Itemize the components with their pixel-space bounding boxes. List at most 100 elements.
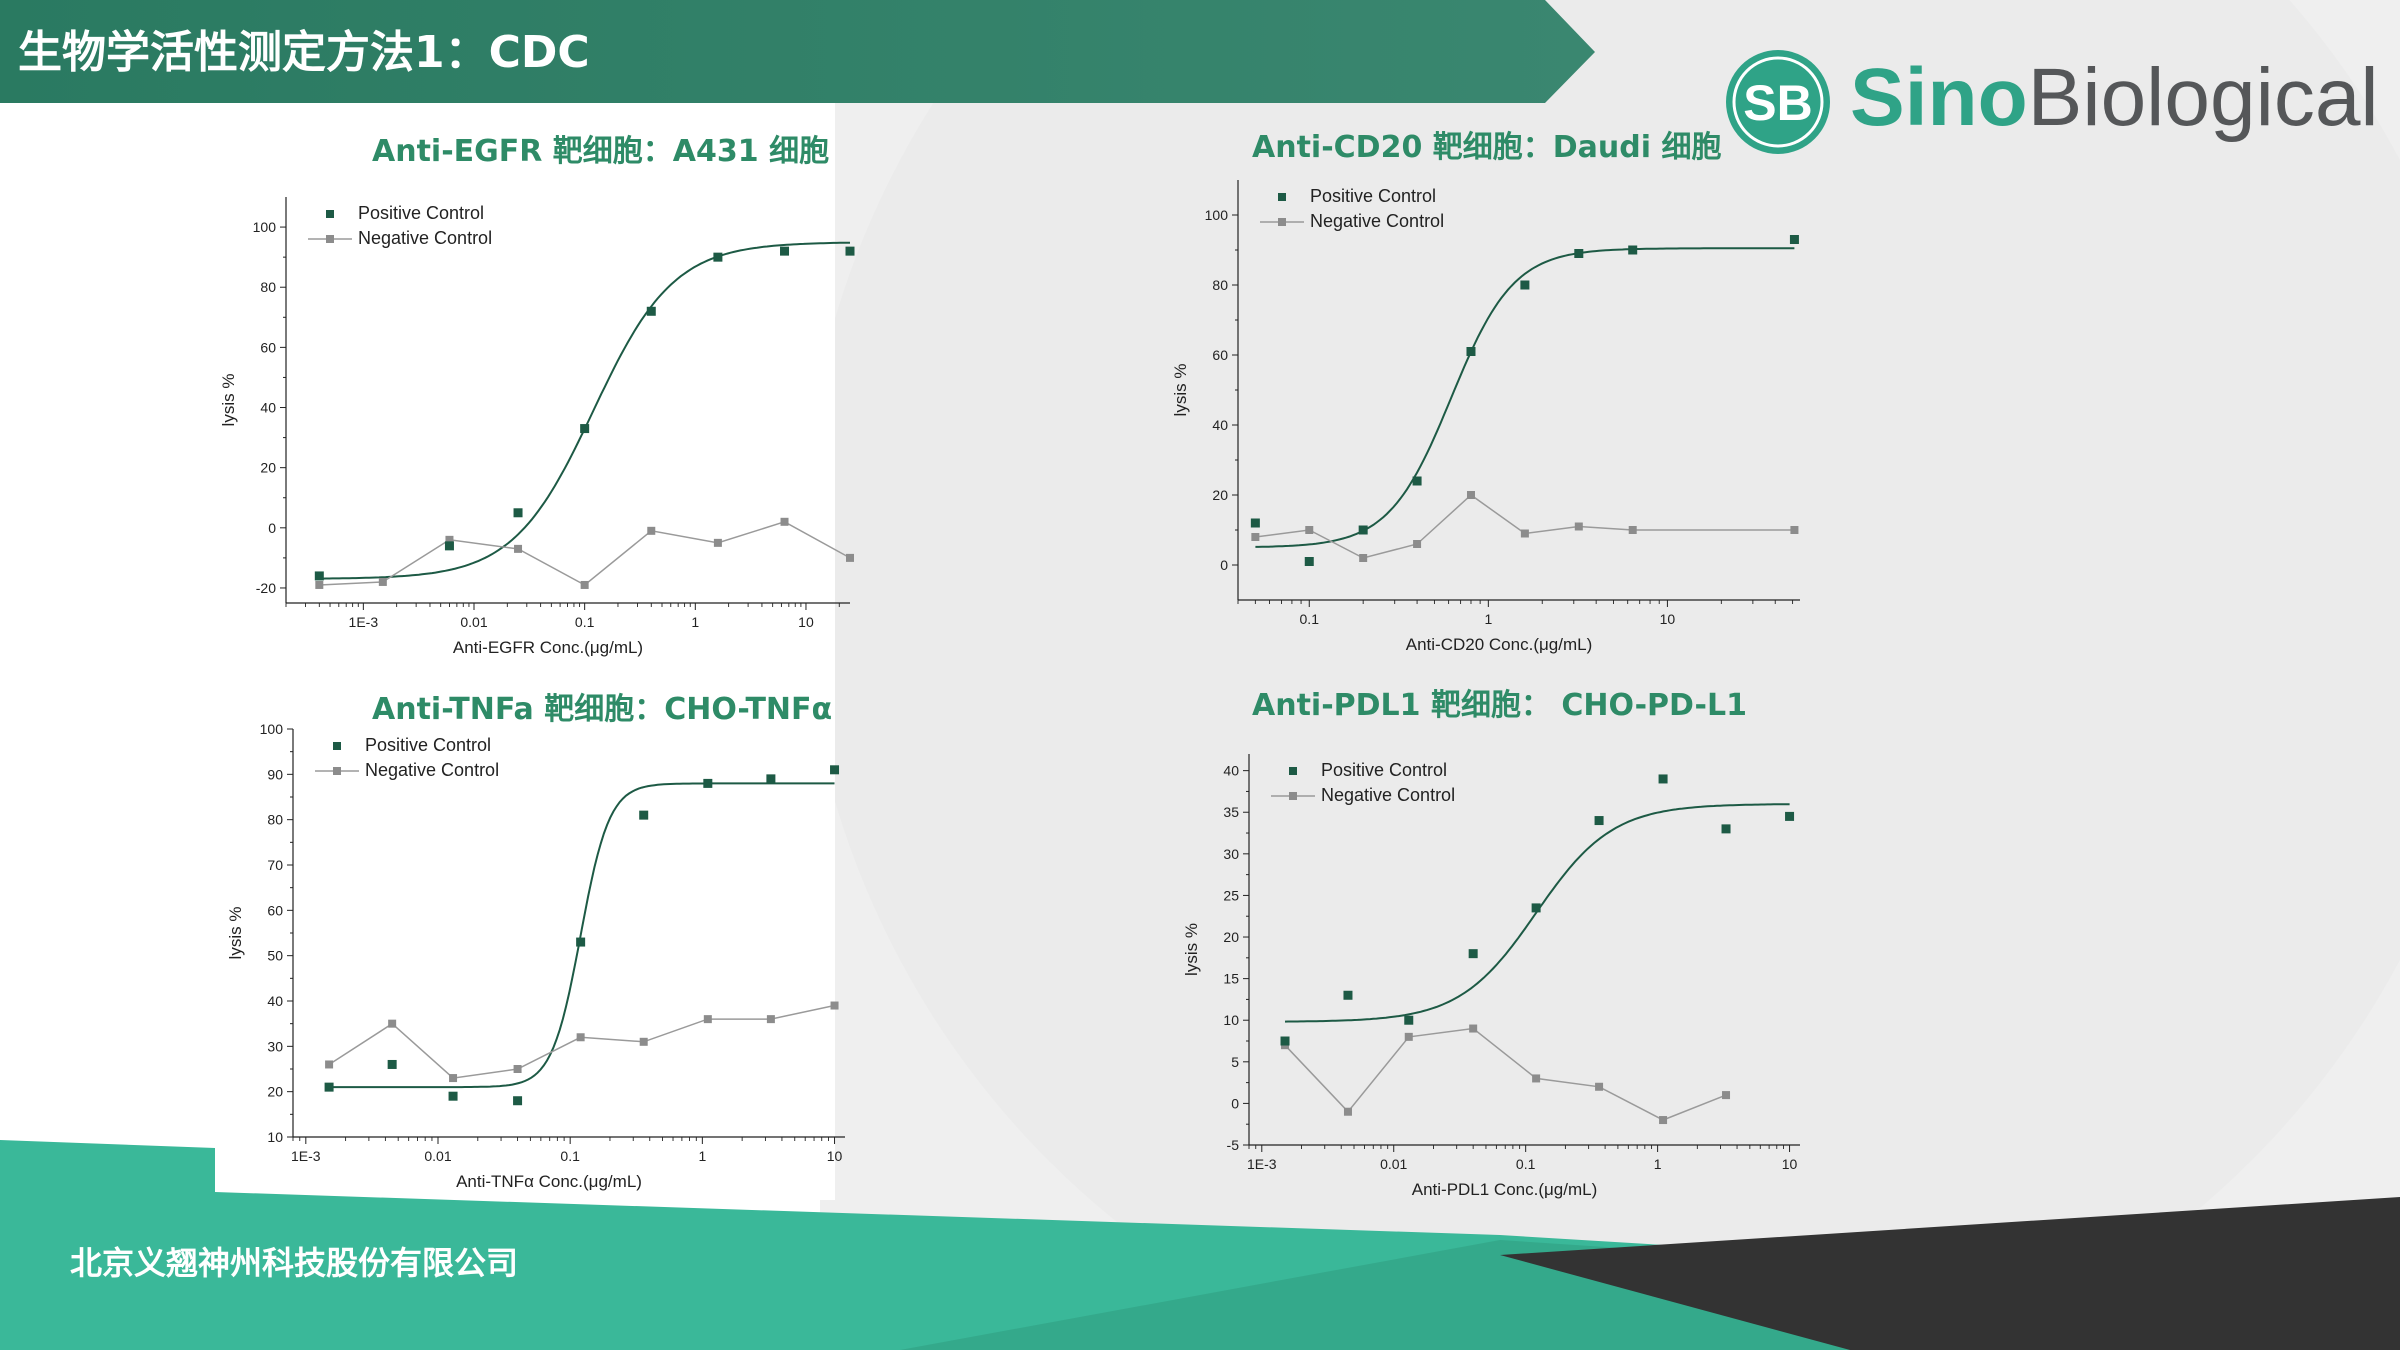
y-tick-label: 60 — [260, 339, 276, 355]
y-tick-label: 50 — [267, 948, 283, 964]
y-tick-label: 90 — [267, 766, 283, 782]
positive-fit-curve — [319, 241, 850, 580]
positive-control-point — [1531, 903, 1541, 913]
x-axis-label: Anti-EGFR Conc.(μg/mL) — [453, 638, 643, 657]
chart-tnfa: 10 20 30 40 50 60 70 80 90 100 1E-3 0.01 0.1 1 10 Anti-… — [226, 721, 845, 1191]
negative-control-point — [1722, 1091, 1731, 1100]
logo-badge-text: SB — [1743, 75, 1812, 131]
y-tick-label: 80 — [260, 279, 276, 295]
y-tick-label: 60 — [267, 902, 283, 918]
negative-control-line — [1255, 494, 1795, 559]
negative-control-point — [1595, 1082, 1604, 1091]
positive-control-point — [387, 1059, 397, 1069]
y-tick-label: 60 — [1212, 347, 1228, 363]
negative-control-point — [1251, 533, 1260, 541]
positive-control-point — [580, 424, 590, 434]
y-tick-label: 0 — [1231, 1095, 1239, 1111]
y-tick-label: 80 — [1212, 277, 1228, 293]
positive-control-point — [1304, 557, 1314, 566]
negative-control-point — [780, 517, 789, 526]
x-tick-label: 1E-3 — [291, 1148, 321, 1164]
chart-cd20: 0 20 40 60 80 100 0.1 1 10 Anti-CD20 Conc.(μg/mL)… — [1171, 180, 1800, 654]
positive-control-point — [1468, 949, 1478, 959]
positive-control-point — [448, 1091, 458, 1101]
positive-control-point — [513, 508, 523, 518]
logo-badge-icon: SB — [1726, 50, 1830, 154]
company-logo: SB SinoBiological — [1720, 40, 2379, 170]
negative-control-point — [513, 1065, 522, 1073]
positive-control-point — [646, 306, 656, 316]
negative-control-point — [1359, 554, 1368, 562]
company-name: 北京义翘神州科技股份有限公司 — [70, 1244, 519, 1282]
y-tick-label: 5 — [1231, 1054, 1239, 1070]
legend-positive-label: Positive Control — [1321, 760, 1447, 780]
positive-control-point — [713, 252, 723, 262]
x-tick-label: 0.1 — [1300, 611, 1320, 627]
logo-wordmark: SinoBiological — [1850, 48, 2379, 148]
positive-control-point — [703, 778, 713, 788]
negative-control-point — [514, 544, 523, 553]
x-axis-label: Anti-PDL1 Conc.(μg/mL) — [1412, 1180, 1598, 1199]
x-tick-label: 1E-3 — [349, 614, 379, 630]
negative-control-point — [378, 577, 387, 586]
legend-negative-label: Negative Control — [365, 760, 499, 780]
x-tick-label: 1 — [1484, 611, 1492, 627]
positive-control-point — [766, 774, 776, 784]
positive-control-point — [780, 246, 790, 256]
legend-positive-label: Positive Control — [1310, 186, 1436, 206]
y-tick-label: 20 — [260, 460, 276, 476]
x-tick-label: 10 — [827, 1148, 843, 1164]
positive-control-point — [1574, 249, 1584, 258]
chart-title-tnfa: Anti-TNFa 靶细胞：CHO-TNFα — [372, 692, 833, 727]
negative-control-point — [1574, 522, 1583, 531]
positive-control-point — [1358, 525, 1368, 535]
background-circle — [800, 0, 2400, 1350]
y-tick-label: 100 — [260, 721, 284, 737]
y-axis-label: lysis % — [1182, 923, 1201, 976]
positive-control-point — [1343, 990, 1353, 1000]
negative-control-point — [1628, 526, 1637, 534]
positive-control-point — [1658, 774, 1668, 784]
negative-control-point — [639, 1037, 648, 1046]
x-tick-label: 10 — [1660, 611, 1676, 627]
x-tick-label: 0.01 — [424, 1148, 451, 1164]
positive-control-point — [1412, 476, 1422, 486]
y-tick-label: 0 — [1220, 557, 1228, 573]
y-tick-label: 40 — [1223, 763, 1239, 779]
negative-control-point — [449, 1074, 458, 1083]
x-tick-label: 1E-3 — [1247, 1156, 1277, 1172]
x-tick-label: 0.1 — [575, 614, 595, 630]
negative-control-point — [325, 1060, 334, 1069]
x-tick-label: 0.1 — [1516, 1156, 1536, 1172]
positive-control-point — [1628, 245, 1638, 255]
positive-control-point — [1785, 811, 1795, 821]
page-title: 生物学活性测定方法1：CDC — [18, 27, 590, 78]
y-tick-label: 25 — [1223, 887, 1239, 903]
positive-control-point — [1280, 1036, 1290, 1046]
positive-control-point — [845, 246, 855, 256]
y-tick-label: -5 — [1227, 1137, 1240, 1153]
negative-control-point — [647, 526, 656, 535]
negative-control-point — [1413, 540, 1422, 548]
chart-title-pdl1: Anti-PDL1 靶细胞： CHO-PD-L1 — [1252, 688, 1747, 723]
x-axis-label: Anti-CD20 Conc.(μg/mL) — [1406, 635, 1592, 654]
y-tick-label: 20 — [267, 1084, 283, 1100]
negative-control-point — [1659, 1116, 1668, 1125]
y-tick-label: 40 — [267, 993, 283, 1009]
positive-control-point — [830, 765, 840, 775]
y-tick-label: -20 — [256, 580, 276, 596]
negative-control-point — [445, 535, 454, 544]
positive-control-point — [1404, 1015, 1414, 1025]
chart-title-egfr: Anti-EGFR 靶细胞：A431 细胞 — [372, 134, 830, 169]
x-tick-label: 1 — [698, 1148, 706, 1164]
negative-control-point — [1790, 526, 1799, 534]
legend-negative-label: Negative Control — [1310, 211, 1444, 231]
chart-title-cd20: Anti-CD20 靶细胞：Daudi 细胞 — [1252, 130, 1722, 165]
y-tick-label: 15 — [1223, 971, 1239, 987]
y-tick-label: 10 — [267, 1129, 283, 1145]
positive-control-point — [1520, 280, 1530, 290]
negative-control-point — [713, 538, 722, 547]
y-tick-label: 20 — [1212, 487, 1228, 503]
footer-dark-wedge — [1500, 1197, 2400, 1350]
